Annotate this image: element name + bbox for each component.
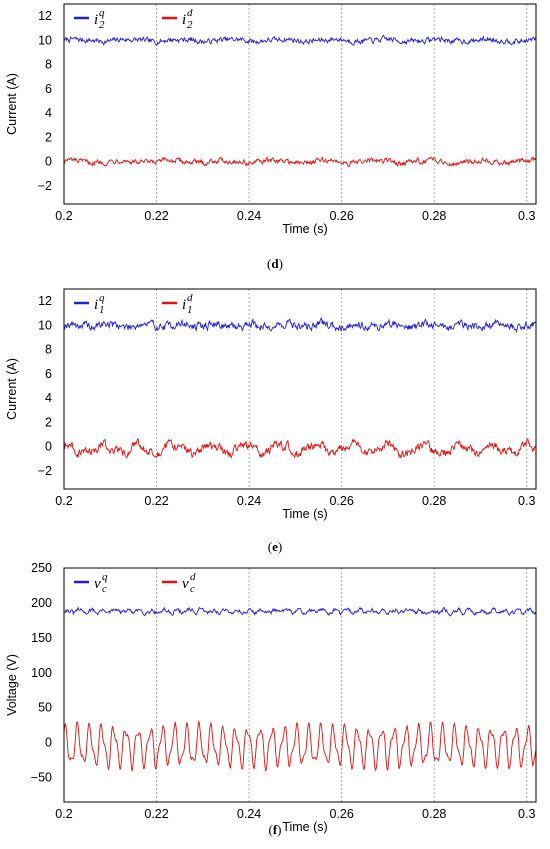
panel-label: (d) [267, 256, 283, 271]
y-tick-label: 4 [45, 391, 52, 405]
legend-subscript: c [102, 583, 107, 595]
x-tick-label: 0.2 [55, 494, 72, 508]
legend-symbol: v [94, 576, 101, 592]
x-tick-label: 0.28 [422, 807, 446, 821]
plot-frame [63, 288, 537, 490]
y-tick-label: 12 [38, 294, 52, 308]
y-tick-label: 150 [31, 631, 52, 645]
x-tick-label: 0.22 [144, 494, 168, 508]
y-tick-label: 6 [45, 367, 52, 381]
legend-superscript: d [190, 571, 196, 583]
legend-superscript: d [187, 7, 193, 19]
x-tick-label: 0.3 [518, 209, 535, 223]
legend-entry-vcq: v qc [74, 571, 108, 595]
x-tick-label: 0.26 [329, 807, 353, 821]
series-line-i2q [63, 34, 537, 47]
y-axis-label: Voltage (V) [5, 654, 19, 716]
x-tick-label: 0.24 [237, 807, 261, 821]
y-tick-label: 2 [45, 130, 52, 144]
panel-label: (e) [268, 539, 282, 554]
y-tick-label: 250 [31, 561, 52, 575]
legend-symbol: i [94, 297, 98, 313]
plot-frame [63, 567, 537, 803]
legend-entry-i1q: i q1 [74, 292, 105, 316]
chart-panel-f: 0.2 0.22 0.24 0.26 0.28 0.3 250 200 150 100 50 0 −50… [5, 561, 537, 837]
legend-entry-vcd: v dc [162, 571, 196, 595]
x-axis-label: Time (s) [282, 820, 327, 834]
y-tick-label: −2 [38, 464, 52, 478]
legend-subscript: 1 [187, 304, 193, 316]
legend-symbol: v [182, 576, 189, 592]
x-axis-label: Time (s) [282, 507, 327, 521]
x-tick-label: 0.22 [144, 807, 168, 821]
x-tick-label: 0.28 [422, 209, 446, 223]
legend-entry-i1d: i d1 [162, 292, 193, 316]
legend-entry-i2q: i q2 [74, 7, 105, 31]
series-line-i2d [63, 155, 537, 168]
x-tick-label: 0.22 [144, 209, 168, 223]
y-tick-label: 6 [45, 82, 52, 96]
y-tick-label: 8 [45, 343, 52, 357]
x-tick-label: 0.2 [55, 807, 72, 821]
x-axis-label: Time (s) [282, 222, 327, 236]
y-tick-label: 10 [38, 318, 52, 332]
y-tick-label: 100 [31, 666, 52, 680]
legend-subscript: 1 [99, 304, 105, 316]
x-tick-label: 0.28 [422, 494, 446, 508]
series-line-i1d [63, 438, 537, 460]
y-tick-label: 0 [45, 440, 52, 454]
y-tick-label: 200 [31, 596, 52, 610]
legend-symbol: i [182, 12, 186, 28]
x-tick-label: 0.3 [518, 494, 535, 508]
x-tick-label: 0.3 [518, 807, 535, 821]
x-tick-label: 0.26 [329, 209, 353, 223]
x-tick-label: 0.24 [237, 494, 261, 508]
panel-label: (f) [268, 822, 281, 837]
legend-symbol: i [94, 12, 98, 28]
y-tick-label: 4 [45, 106, 52, 120]
y-axis-label: Current (A) [5, 73, 19, 135]
y-tick-label: 0 [45, 736, 52, 750]
legend-subscript: 2 [99, 19, 105, 31]
legend-superscript: q [99, 7, 105, 19]
legend-superscript: q [102, 571, 108, 583]
series-line-i1q [63, 317, 537, 334]
legend-subscript: c [190, 583, 195, 595]
y-tick-label: 2 [45, 415, 52, 429]
y-tick-label: 10 [38, 33, 52, 47]
y-axis-label: Current (A) [5, 358, 19, 420]
y-tick-label: −2 [38, 179, 52, 193]
series-line-vcq [63, 606, 537, 617]
legend-subscript: 2 [187, 19, 193, 31]
plot-frame [63, 3, 537, 205]
y-tick-label: −50 [31, 771, 52, 785]
x-tick-label: 0.24 [237, 209, 261, 223]
x-tick-label: 0.2 [55, 209, 72, 223]
x-tick-label: 0.26 [329, 494, 353, 508]
legend-entry-i2d: i d2 [162, 7, 193, 31]
y-tick-label: 8 [45, 58, 52, 72]
y-tick-label: 12 [38, 9, 52, 23]
y-tick-label: 0 [45, 155, 52, 169]
legend-superscript: q [99, 292, 105, 304]
legend-symbol: i [182, 297, 186, 313]
y-tick-label: 50 [38, 701, 52, 715]
series-line-vcd [63, 720, 537, 772]
legend-superscript: d [187, 292, 193, 304]
